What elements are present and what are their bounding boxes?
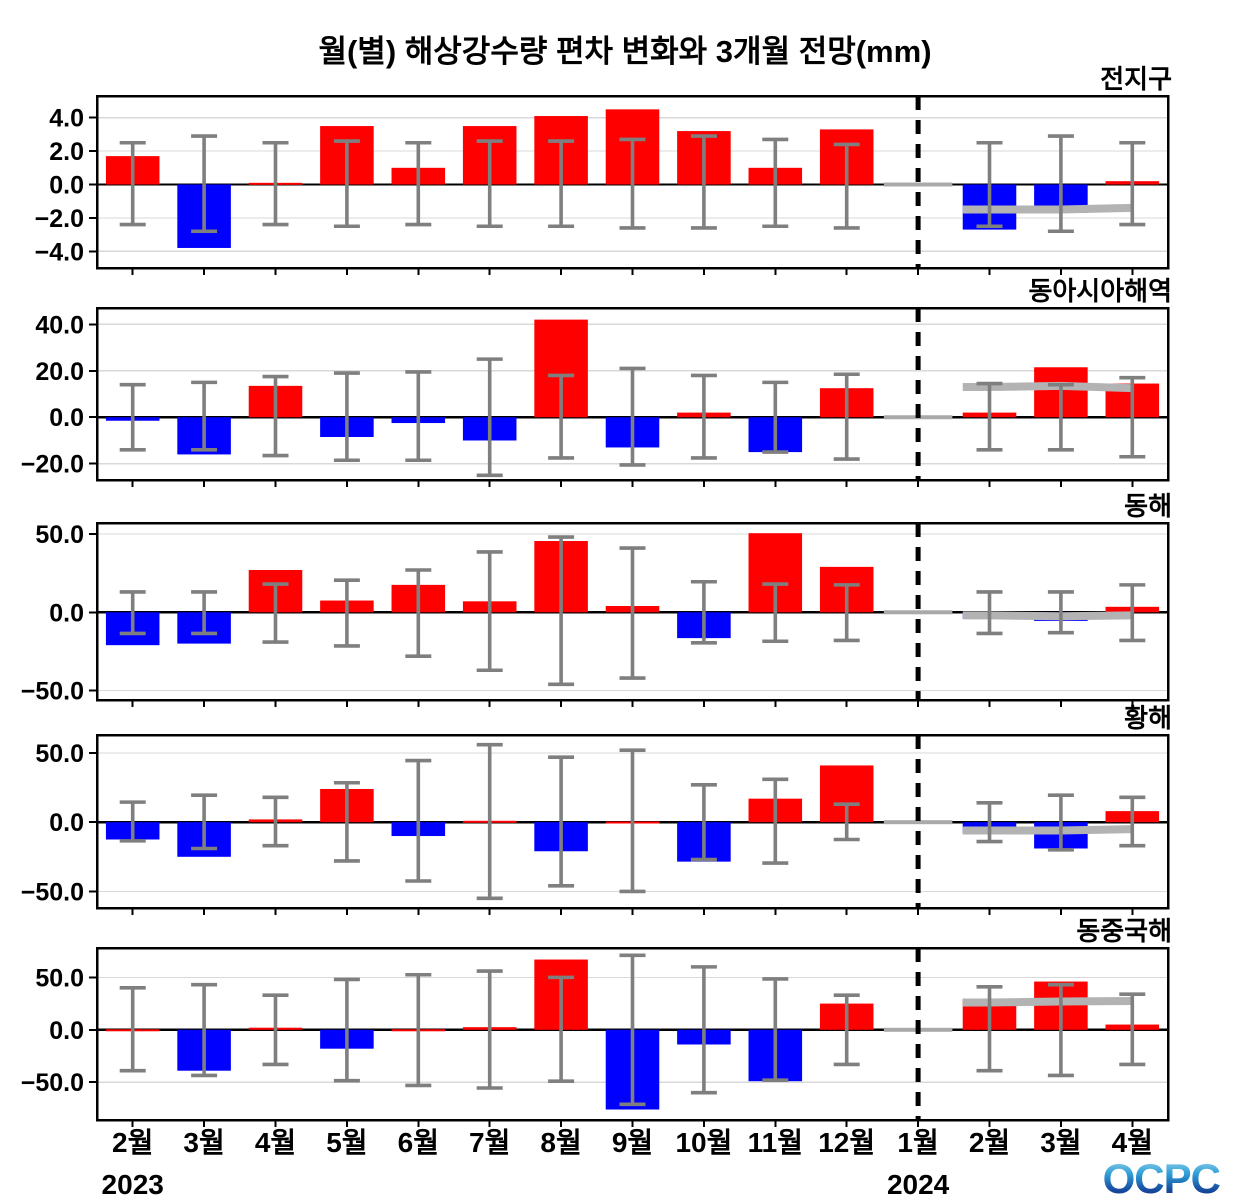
forecast-mean-line bbox=[962, 825, 1133, 835]
year-label: 2024 bbox=[887, 1169, 950, 1200]
forecast-mean-line bbox=[962, 996, 1133, 1007]
x-month-label: 4월 bbox=[1112, 1127, 1153, 1158]
panel-title: 황해 bbox=[1124, 703, 1172, 733]
y-tick-label: 0.0 bbox=[49, 1017, 84, 1045]
forecast-mean-line bbox=[962, 611, 1133, 621]
forecast-mean-line bbox=[962, 203, 1133, 214]
y-tick-label: 50.0 bbox=[35, 740, 84, 768]
year-label: 2023 bbox=[102, 1169, 164, 1200]
x-month-label: 6월 bbox=[398, 1127, 439, 1158]
x-month-label: 2월 bbox=[112, 1127, 153, 1158]
y-tick-label: −50.0 bbox=[21, 1069, 84, 1097]
y-tick-label: −50.0 bbox=[21, 678, 84, 706]
y-tick-label: 2.0 bbox=[49, 138, 84, 166]
x-month-label: 7월 bbox=[469, 1127, 510, 1158]
y-tick-label: −4.0 bbox=[35, 238, 84, 266]
y-tick-label: −2.0 bbox=[35, 205, 84, 233]
y-tick-label: 50.0 bbox=[35, 521, 84, 549]
y-tick-label: 40.0 bbox=[35, 311, 84, 339]
forecast-mean-line bbox=[962, 381, 1133, 393]
x-month-label: 3월 bbox=[183, 1127, 224, 1158]
y-tick-label: 0.0 bbox=[49, 404, 84, 432]
panel-title: 전지구 bbox=[1100, 64, 1172, 94]
x-month-label: 10월 bbox=[675, 1127, 732, 1158]
jan-baseline-segment bbox=[883, 820, 953, 825]
x-month-label: 5월 bbox=[326, 1127, 367, 1158]
y-tick-label: −50.0 bbox=[21, 878, 84, 906]
y-tick-label: 50.0 bbox=[35, 964, 84, 992]
y-tick-label: 0.0 bbox=[49, 172, 84, 200]
page-title: 월(별) 해상강수량 편차 변화와 3개월 전망(mm) bbox=[318, 34, 931, 69]
panel-title: 동해 bbox=[1124, 491, 1172, 521]
ocpc-logo: OCPC bbox=[1103, 1155, 1221, 1200]
chart-panels: 4.0 2.0 0.0 −2.0 −4.0 전지구 40.0 20.0 0.0 −20.0 동아시아… bbox=[21, 64, 1172, 1200]
x-month-label: 12월 bbox=[818, 1127, 875, 1158]
x-month-label: 11월 bbox=[748, 1127, 803, 1158]
y-tick-label: −20.0 bbox=[21, 451, 84, 479]
x-month-label: 2월 bbox=[969, 1127, 1010, 1158]
x-month-label: 8월 bbox=[540, 1127, 581, 1158]
y-tick-label: 0.0 bbox=[49, 809, 84, 837]
x-month-label: 9월 bbox=[612, 1127, 653, 1158]
y-tick-label: 0.0 bbox=[49, 599, 84, 627]
y-tick-label: 4.0 bbox=[49, 105, 84, 133]
x-month-label: 1월 bbox=[897, 1127, 938, 1158]
panel-title: 동중국해 bbox=[1076, 916, 1172, 946]
panel-title: 동아시아해역 bbox=[1028, 276, 1172, 306]
y-tick-label: 20.0 bbox=[35, 358, 84, 386]
x-month-label: 4월 bbox=[255, 1127, 296, 1158]
jan-baseline-segment bbox=[883, 610, 953, 615]
jan-baseline-segment bbox=[883, 182, 953, 187]
x-month-label: 3월 bbox=[1040, 1127, 1081, 1158]
